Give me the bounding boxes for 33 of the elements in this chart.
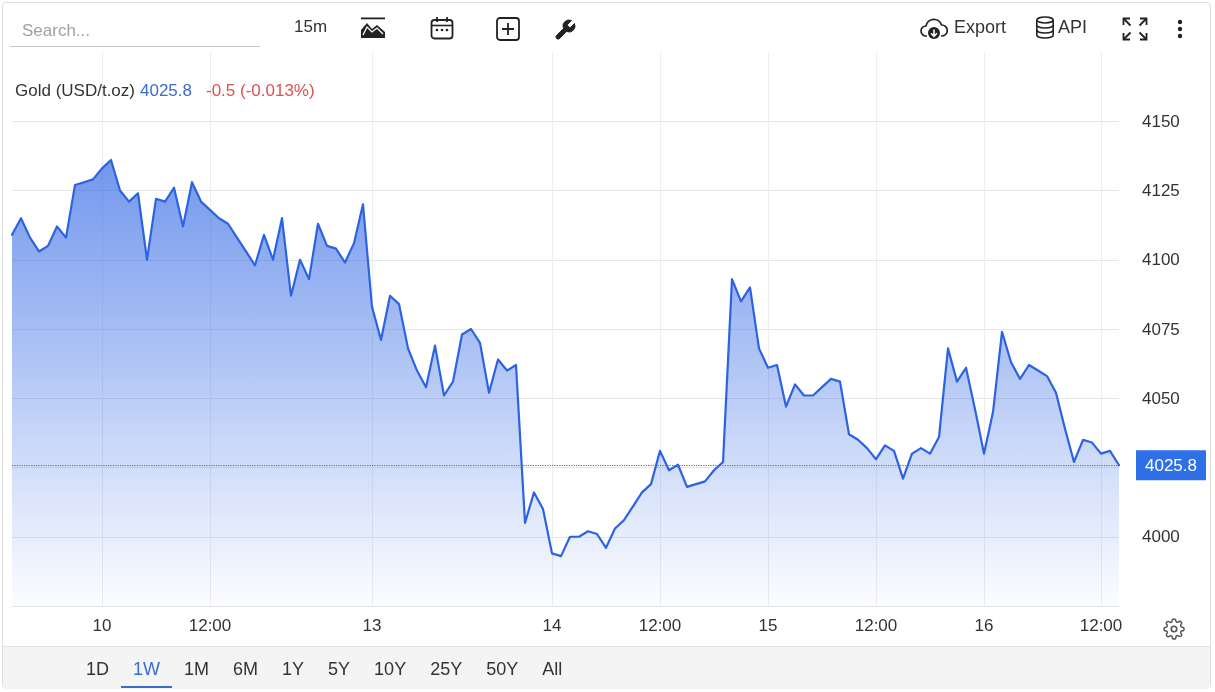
x-tick-label: 15 [758,616,778,635]
x-tick-label: 16 [974,616,994,635]
y-tick-label: 4125 [1142,181,1180,200]
text: 1D [85,658,110,681]
y-tick-label: 4075 [1142,319,1180,339]
text: API [1058,17,1088,38]
y-tick-label: 4000 [1142,527,1180,547]
annotation: 4025.8 [139,81,192,101]
text: 1Y [281,658,306,681]
text: 1W [132,658,161,681]
x-tick-label: 12:00 [854,616,898,635]
x-tick-label: 10 [92,616,112,635]
x-tick-label: 12:00 [638,616,682,635]
text: 5Y [327,658,352,681]
text: Export [954,17,1007,38]
text: Gold (USD/t.oz) [15,81,135,101]
text: 10Y [373,658,408,681]
annotation: -0.5 (-0.013%) [205,81,315,101]
text: 1M [183,658,211,681]
text: 15m [294,17,328,37]
search-field: Search... [10,16,260,47]
y-tick-label: 4150 [1142,111,1180,131]
text: All [541,658,564,681]
x-tick-label: 13 [362,616,382,635]
ref-line-label: 4025.8 [1145,455,1197,475]
x-tick-label: 12:00 [1079,616,1123,635]
text: 50Y [485,658,520,681]
x-tick-label: 12:00 [188,616,232,635]
x-tick-label: 14 [542,616,562,635]
y-tick-label: 4100 [1142,250,1180,270]
text: 6M [232,658,260,681]
y-tick-label: 4050 [1142,388,1180,408]
text: 25Y [429,658,464,681]
